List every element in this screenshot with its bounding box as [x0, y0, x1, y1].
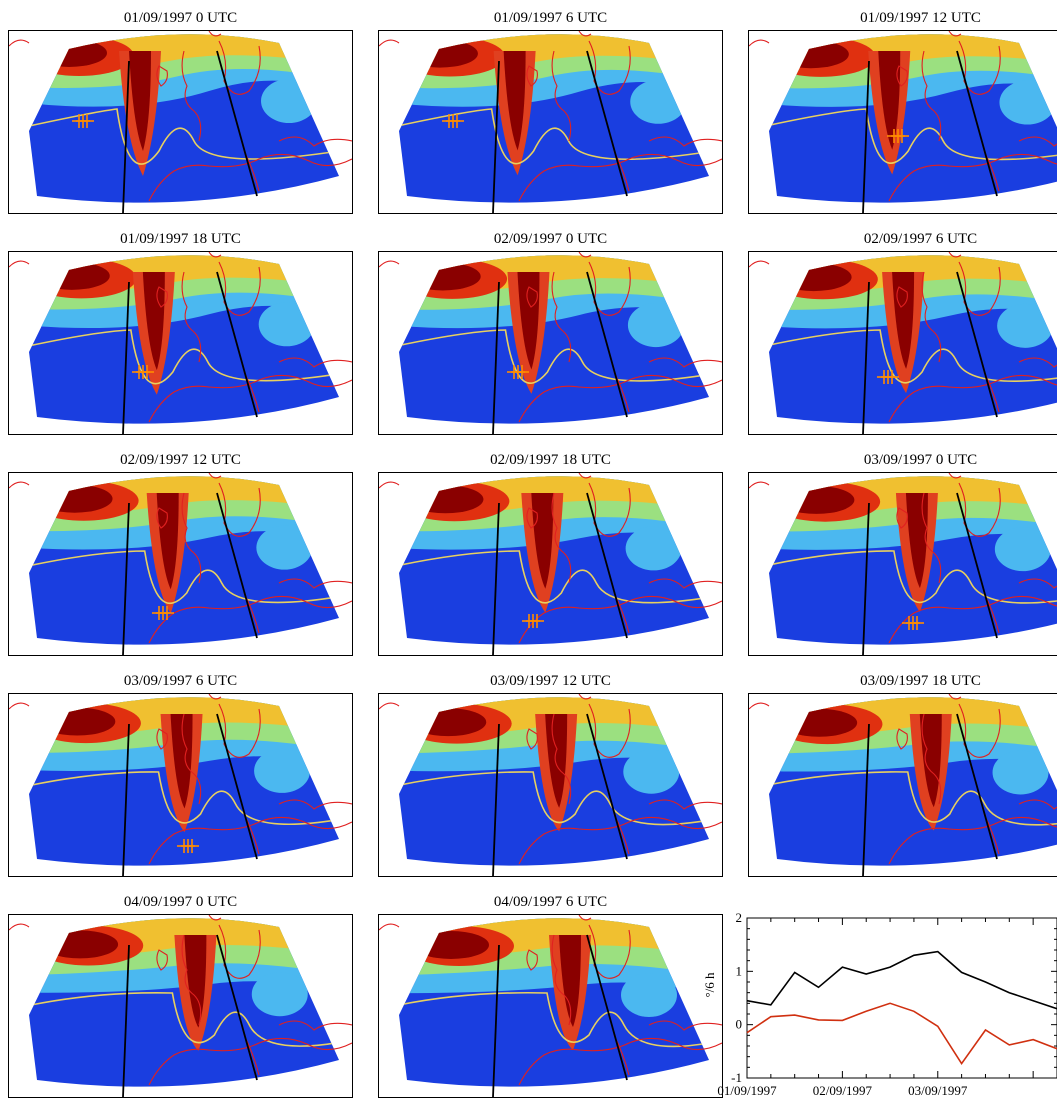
field-shading: [749, 473, 1057, 655]
map-svg: [9, 252, 352, 434]
y-tick-label: 0: [736, 1017, 743, 1032]
map-panel: 01/09/1997 12 UTC: [748, 8, 1057, 228]
map-frame: [378, 472, 723, 656]
map-frame: [748, 251, 1057, 435]
plot-frame: [747, 918, 1057, 1078]
map-title: 03/09/1997 6 UTC: [8, 671, 353, 691]
map-svg: [749, 694, 1057, 876]
x-tick-label: 02/09/1997: [813, 1083, 873, 1098]
map-panel: 04/09/1997 6 UTC: [378, 892, 723, 1112]
field-shading: [379, 31, 722, 213]
field-shading: [9, 694, 352, 876]
map-frame: [748, 472, 1057, 656]
map-panel: 02/09/1997 0 UTC: [378, 229, 723, 449]
map-panel: 01/09/1997 6 UTC: [378, 8, 723, 228]
map-frame: [748, 30, 1057, 214]
map-title: 01/09/1997 18 UTC: [8, 229, 353, 249]
map-panel: 01/09/1997 18 UTC: [8, 229, 353, 449]
map-frame: [8, 693, 353, 877]
field-shading: [9, 915, 352, 1097]
field-shading: [749, 31, 1057, 213]
map-panel: 03/09/1997 12 UTC: [378, 671, 723, 891]
map-title: 03/09/1997 12 UTC: [378, 671, 723, 691]
map-frame: [378, 914, 723, 1098]
map-panel: 03/09/1997 0 UTC: [748, 450, 1057, 670]
map-title: 01/09/1997 12 UTC: [748, 8, 1057, 28]
map-frame: [8, 251, 353, 435]
map-svg: [9, 31, 352, 213]
field-shading: [379, 473, 722, 655]
map-title: 01/09/1997 6 UTC: [378, 8, 723, 28]
map-title: 03/09/1997 18 UTC: [748, 671, 1057, 691]
map-svg: [749, 473, 1057, 655]
map-svg: [9, 915, 352, 1097]
y-tick-label: 1: [736, 963, 743, 978]
map-title: 03/09/1997 0 UTC: [748, 450, 1057, 470]
map-panel: 02/09/1997 12 UTC: [8, 450, 353, 670]
map-frame: [378, 251, 723, 435]
field-shading: [749, 694, 1057, 876]
map-title: 02/09/1997 0 UTC: [378, 229, 723, 249]
field-shading: [749, 252, 1057, 434]
map-frame: [8, 914, 353, 1098]
map-svg: [9, 473, 352, 655]
map-svg: [379, 473, 722, 655]
map-panel: 01/09/1997 0 UTC: [8, 8, 353, 228]
map-panel: 03/09/1997 6 UTC: [8, 671, 353, 891]
field-shading: [379, 252, 722, 434]
map-svg: [749, 252, 1057, 434]
y-axis-label: °/6 h: [702, 972, 717, 998]
map-svg: [749, 31, 1057, 213]
x-tick-label: 01/09/1997: [717, 1083, 777, 1098]
field-shading: [9, 473, 352, 655]
map-svg: [379, 694, 722, 876]
map-panel: 02/09/1997 18 UTC: [378, 450, 723, 670]
map-title: 04/09/1997 6 UTC: [378, 892, 723, 912]
map-frame: [8, 472, 353, 656]
map-svg: [379, 252, 722, 434]
map-title: 02/09/1997 18 UTC: [378, 450, 723, 470]
y-tick-label: 2: [736, 910, 743, 925]
field-shading: [379, 915, 722, 1097]
map-title: 04/09/1997 0 UTC: [8, 892, 353, 912]
field-shading: [379, 694, 722, 876]
map-frame: [748, 693, 1057, 877]
map-title: 02/09/1997 6 UTC: [748, 229, 1057, 249]
map-panel: 04/09/1997 0 UTC: [8, 892, 353, 1112]
map-frame: [8, 30, 353, 214]
map-frame: [378, 30, 723, 214]
map-svg: [9, 694, 352, 876]
map-panel: 02/09/1997 6 UTC: [748, 229, 1057, 449]
map-svg: [379, 915, 722, 1097]
map-frame: [378, 693, 723, 877]
map-title: 01/09/1997 0 UTC: [8, 8, 353, 28]
x-tick-label: 03/09/1997: [908, 1083, 968, 1098]
map-title: 02/09/1997 12 UTC: [8, 450, 353, 470]
field-shading: [9, 252, 352, 434]
map-panel: 03/09/1997 18 UTC: [748, 671, 1057, 891]
map-svg: [379, 31, 722, 213]
field-shading: [9, 31, 352, 213]
